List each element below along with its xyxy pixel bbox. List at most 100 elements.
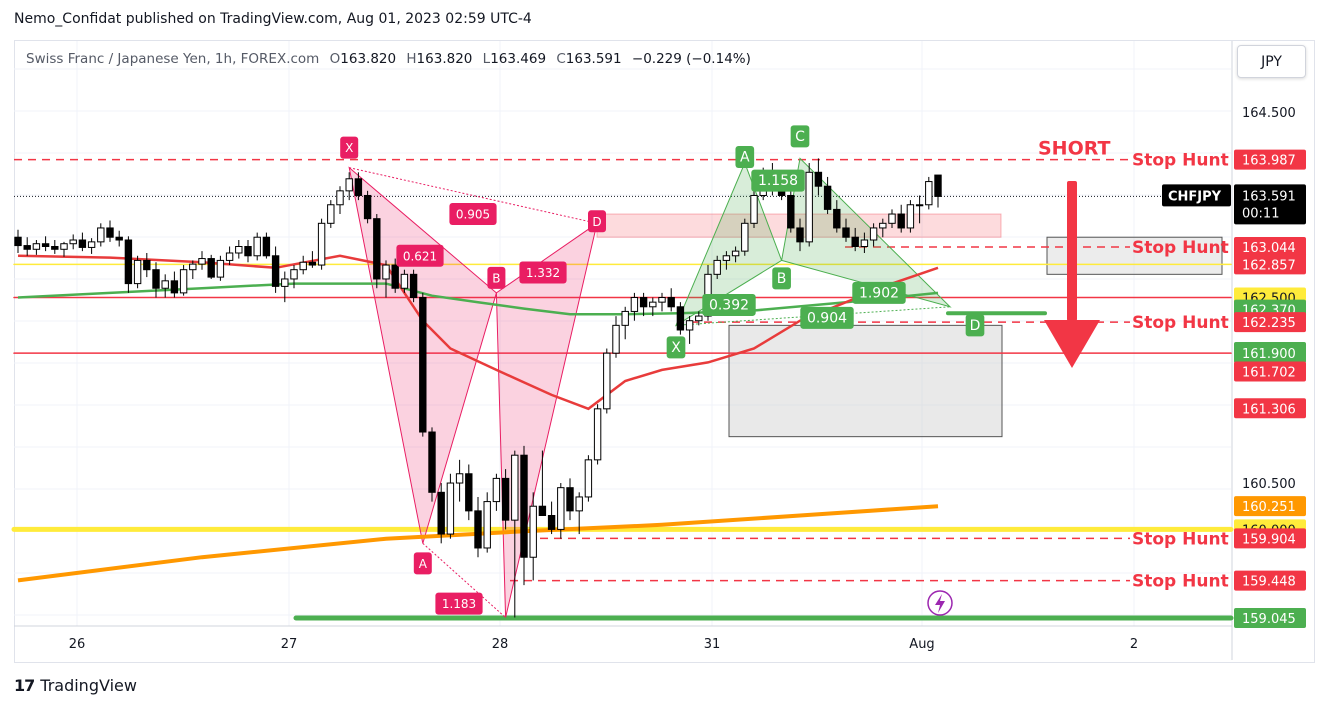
candle-body [345, 178, 353, 192]
candle [851, 227, 859, 252]
candle [225, 246, 234, 266]
price-tick: 160.500 [1242, 477, 1296, 492]
bullish-point-c-bg [790, 125, 810, 148]
bullish-ratio-d-bg [852, 281, 906, 304]
candle-body [731, 250, 740, 257]
price-label-red: 159.448 [1234, 570, 1306, 591]
candle-body [787, 194, 795, 229]
candle-body [695, 315, 703, 322]
candle-body [271, 255, 280, 287]
price-label-orange: 160.251 [1234, 496, 1306, 517]
candle-body [584, 459, 593, 498]
bullish-ratio-b-bg [702, 293, 756, 316]
short-arrow-head [1044, 320, 1100, 368]
candle-body [400, 273, 409, 289]
tradingview-brand-text: TradingView [40, 676, 137, 695]
candle-body [547, 515, 556, 530]
candle [51, 240, 59, 254]
price-label-bg [1234, 608, 1306, 628]
time-tick: 26 [69, 637, 86, 652]
bearish-point-x-bg [340, 136, 359, 159]
stop-hunt-label: Stop Hunt [1132, 572, 1229, 592]
candle [281, 271, 289, 303]
candle [695, 311, 703, 326]
candle [124, 236, 133, 293]
high-label: H [406, 51, 417, 67]
candle [78, 232, 87, 252]
candle [888, 209, 896, 228]
candle-body [170, 280, 179, 294]
candle-body [198, 258, 206, 265]
candle-body [235, 246, 243, 254]
candle-body [69, 239, 77, 245]
candle-body [281, 278, 289, 287]
candle [152, 262, 160, 298]
candle-body [888, 213, 896, 224]
price-label-red: 163.987 [1234, 149, 1306, 170]
short-arrow-shaft [1067, 181, 1077, 321]
high-value: 163.820 [416, 51, 473, 67]
bullish-point-c: C [790, 125, 810, 148]
candle-body [741, 222, 749, 252]
candle [354, 172, 363, 201]
candle-body [253, 236, 261, 257]
candle-body [133, 259, 142, 285]
low-value: 163.469 [490, 51, 547, 67]
candle [833, 200, 841, 233]
candle [327, 200, 335, 228]
candle-body [124, 239, 133, 285]
candle [915, 195, 924, 224]
bearish-ratio-xd-label: 0.905 [456, 208, 490, 222]
price-label-bg [1234, 237, 1306, 258]
time-tick: 31 [704, 637, 721, 652]
stop-hunt-label: Stop Hunt [1132, 238, 1229, 258]
bearish-point-a-label: A [419, 557, 428, 571]
candle [317, 218, 326, 270]
candle [23, 237, 31, 256]
price-label-bg [1234, 528, 1306, 549]
candle-body [483, 501, 491, 549]
candle [796, 218, 804, 252]
candle [170, 271, 179, 298]
candle [207, 254, 215, 279]
candle-body [722, 255, 731, 261]
candle-body [511, 454, 519, 521]
candle-body [60, 243, 68, 250]
bullish-point-x: X [666, 336, 686, 359]
candle-body [860, 239, 869, 248]
candle-body [465, 473, 473, 512]
tradingview-logo[interactable]: 17 TradingView [14, 676, 137, 695]
candle [741, 218, 749, 256]
candle-body [143, 259, 151, 271]
candle [879, 218, 887, 238]
candle-body [391, 264, 399, 289]
candle-body [290, 269, 298, 280]
candle-body [906, 204, 915, 229]
candle [787, 186, 795, 233]
price-label-red: 161.306 [1234, 398, 1306, 419]
candle-body [207, 258, 215, 278]
candle-body [805, 171, 813, 243]
candle [547, 501, 556, 535]
time-tick: 2 [1130, 637, 1138, 652]
bullish-ratio-c: 1.158 [751, 169, 805, 192]
candle [501, 469, 510, 530]
candle-body [179, 269, 188, 294]
time-tick: Aug [909, 637, 934, 652]
bullish-point-x-bg [666, 336, 686, 359]
price-axis[interactable]: 164.500160.500163.987163.044162.882162.8… [1162, 106, 1306, 628]
time-axis[interactable]: 26 27 28 31 Aug 2 [69, 637, 1138, 652]
candle-body [667, 297, 675, 308]
symbol-badge-text: CHFJPY [1168, 189, 1222, 204]
lightning-icon-bolt [935, 594, 945, 613]
currency-button[interactable]: JPY [1237, 45, 1306, 78]
candle-body [566, 487, 574, 512]
candle [419, 292, 427, 437]
candle [262, 232, 271, 259]
candle-body [354, 178, 363, 196]
close-label: C [556, 51, 566, 67]
candle [428, 427, 436, 502]
current-price-value: 163.591 [1242, 189, 1296, 204]
candle [216, 255, 225, 281]
